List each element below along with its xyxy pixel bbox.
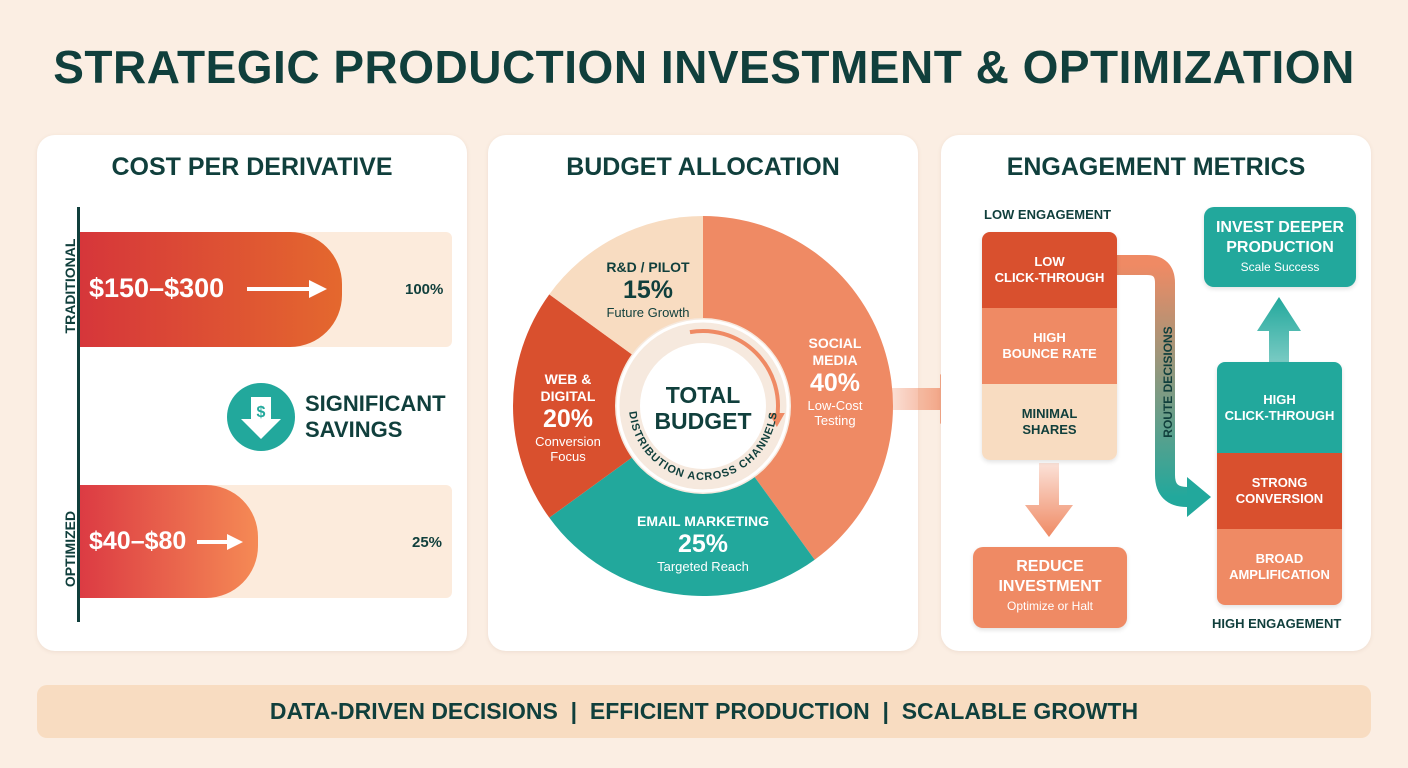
slice-pct-rnd: 15% (622, 276, 674, 304)
slice-name-web-1: WEB & (544, 371, 592, 387)
slice-note-social-2: Testing (814, 413, 856, 428)
slice-note-social-1: Low-Cost (807, 398, 863, 413)
reduce-title-1: REDUCE (1016, 558, 1084, 575)
high-engagement-label: HIGH ENGAGEMENT (1212, 616, 1342, 631)
low-engagement-label: LOW ENGAGEMENT (984, 207, 1112, 222)
center-ring-border (616, 319, 790, 493)
footer-separator-1: | (558, 698, 590, 725)
broad-amplification-metric: BROAD AMPLIFICATION (1217, 529, 1342, 605)
slice-label-web: WEB & DIGITAL 20% Conversion Focus (524, 371, 612, 464)
high-engagement-stack: HIGH CLICK-THROUGH STRONG CONVERSION BROAD… (1217, 362, 1342, 605)
slice-label-email: EMAIL MARKETING 25% Targeted Reach (618, 513, 788, 574)
footer-item-2: EFFICIENT PRODUCTION (589, 698, 870, 724)
budget-panel: BUDGET ALLOCATION DISTRIBUTION ACROSS CH… (488, 135, 918, 651)
slice-web (513, 294, 703, 518)
slice-name-social-2: MEDIA (812, 352, 858, 368)
footer-item-3: SCALABLE GROWTH (901, 698, 1139, 724)
savings-line-2: SAVINGS (305, 417, 403, 442)
slice-name-email: EMAIL MARKETING (637, 513, 769, 529)
low-ctr-l2: CLICK-THROUGH (994, 270, 1105, 285)
slice-name-web-2: DIGITAL (540, 388, 596, 404)
traditional-arrow-icon (247, 280, 327, 298)
reduce-down-arrow-icon (1025, 463, 1073, 537)
shares-l2: SHARES (1022, 422, 1077, 437)
reduce-investment-box: REDUCE INVESTMENT Optimize or Halt (973, 547, 1127, 628)
cost-panel: COST PER DERIVATIVE TRADITIONAL OPTIMIZE… (37, 135, 467, 651)
dollar-down-arrow-icon: $ (227, 383, 295, 451)
slice-name-social-1: SOCIAL (808, 335, 862, 351)
slice-label-social: SOCIAL MEDIA 40% Low-Cost Testing (790, 335, 880, 428)
strong-conversion-metric: STRONG CONVERSION (1217, 453, 1342, 529)
invest-title-2: PRODUCTION (1226, 239, 1334, 256)
footer-sep-1: | (570, 698, 578, 724)
conv-l1: STRONG (1251, 475, 1308, 490)
invest-title-1: INVEST DEEPER (1215, 219, 1345, 236)
center-disc (640, 343, 766, 469)
optimized-arrow-icon (197, 534, 243, 550)
traditional-axis-label: TRADITIONAL (62, 238, 78, 334)
bounce-l1: HIGH (1033, 330, 1066, 345)
reduce-sub: Optimize or Halt (1006, 599, 1094, 613)
high-ctr-l1: HIGH (1263, 391, 1296, 407)
invest-deeper-box: INVEST DEEPER PRODUCTION Scale Success (1204, 207, 1356, 287)
low-engagement-stack: LOW CLICK-THROUGH HIGH BOUNCE RATE MINIMAL… (982, 232, 1117, 460)
savings-line-1: SIGNIFICANT (305, 391, 446, 416)
slice-pct-email: 25% (677, 530, 729, 558)
slice-social (703, 216, 894, 560)
center-title-line-2: BUDGET (654, 408, 752, 434)
optimized-percent: 25% (412, 534, 443, 551)
budget-pie-chart: DISTRIBUTION ACROSS CHANNELS (513, 216, 894, 596)
slice-name-rnd: R&D / PILOT (606, 259, 690, 275)
slice-note-email: Targeted Reach (657, 559, 749, 574)
footer-banner: DATA-DRIVEN DECISIONS | EFFICIENT PRODUC… (37, 685, 1371, 738)
low-ctr-metric: LOW CLICK-THROUGH (982, 232, 1117, 308)
svg-text:$: $ (257, 404, 266, 421)
optimized-axis-label: OPTIMIZED (62, 510, 78, 588)
engagement-panel: ENGAGEMENT METRICS LOW ENGAGEMENT ROUTE … (941, 135, 1371, 651)
cost-axis-line (77, 207, 80, 622)
shares-l1: MINIMAL (1021, 406, 1078, 421)
orbit-arrowhead (768, 413, 785, 428)
slice-pct-social: 40% (809, 369, 861, 397)
traditional-cost-value: $150–$300 (89, 273, 225, 303)
savings-arrow-glyph: $ (241, 397, 281, 439)
route-decisions-label: ROUTE DECISIONS (1161, 326, 1175, 438)
center-title-line-1: TOTAL (665, 382, 741, 408)
engagement-panel-title: ENGAGEMENT METRICS (1006, 153, 1306, 181)
invest-sub: Scale Success (1240, 260, 1320, 274)
slice-email (549, 406, 815, 596)
budget-panel-title: BUDGET ALLOCATION (566, 153, 840, 181)
slice-pct-web: 20% (542, 405, 594, 433)
conv-l2: CONVERSION (1235, 491, 1324, 506)
high-ctr-metric: HIGH CLICK-THROUGH (1217, 362, 1342, 453)
bounce-l2: BOUNCE RATE (1002, 346, 1097, 361)
minimal-shares-metric: MINIMAL SHARES (982, 384, 1117, 460)
route-arrow-icon (1117, 255, 1189, 507)
slice-note-web-1: Conversion (535, 434, 601, 449)
footer-sep-2: | (882, 698, 889, 724)
slice-label-rnd: R&D / PILOT 15% Future Growth (588, 259, 708, 320)
high-bounce-metric: HIGH BOUNCE RATE (982, 308, 1117, 384)
route-connectors (1025, 255, 1301, 537)
footer-item-1: DATA-DRIVEN DECISIONS (269, 698, 558, 724)
page-title: STRATEGIC PRODUCTION INVESTMENT & OPTIMI… (53, 41, 1355, 93)
amp-l1: BROAD (1255, 551, 1304, 566)
savings-text: SIGNIFICANT SAVINGS (305, 391, 446, 443)
low-ctr-l1: LOW (1034, 254, 1065, 269)
invest-up-arrow-icon (1257, 297, 1301, 363)
high-ctr-l2: CLICK-THROUGH (1224, 407, 1335, 423)
orbit-arrow-icon (689, 329, 780, 420)
footer-separator-2: | (870, 698, 902, 725)
reduce-title-2: INVESTMENT (998, 578, 1102, 595)
traditional-percent: 100% (405, 281, 444, 298)
cost-panel-title: COST PER DERIVATIVE (111, 153, 393, 181)
optimized-cost-value: $40–$80 (89, 527, 187, 555)
amp-l2: AMPLIFICATION (1229, 567, 1330, 582)
slice-note-rnd: Future Growth (606, 305, 690, 320)
slice-note-web-2: Focus (550, 449, 586, 464)
